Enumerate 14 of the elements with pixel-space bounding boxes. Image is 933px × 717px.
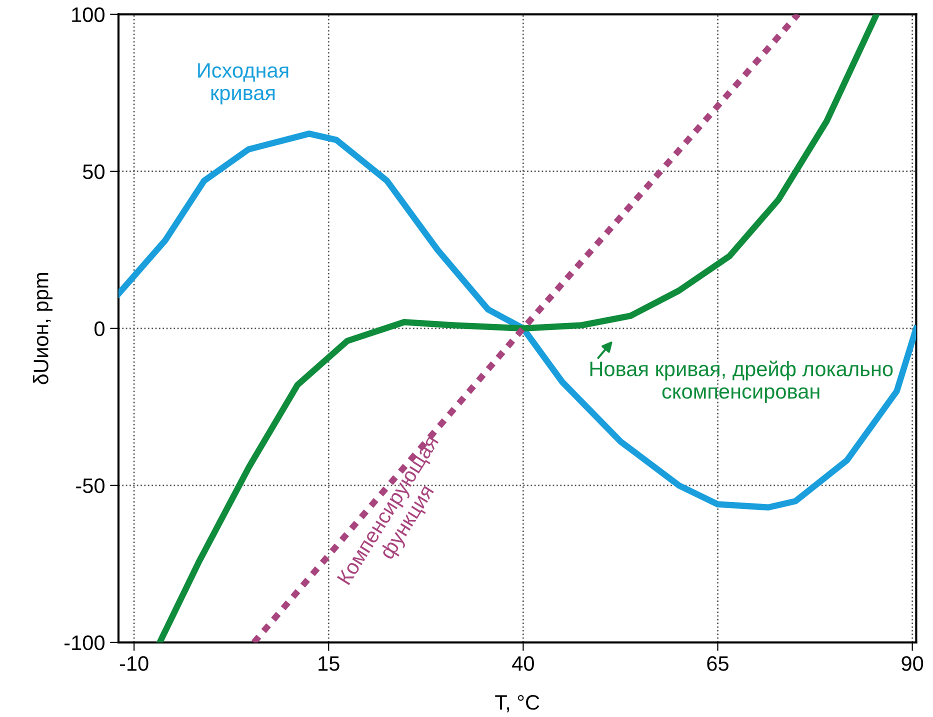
x-axis-title: T, °C xyxy=(495,695,540,712)
y-tick-label: -100 xyxy=(64,635,104,650)
x-tick-label: 15 xyxy=(318,656,340,671)
y-axis-title: δUион, ppm xyxy=(33,273,52,384)
y-tick-label: 0 xyxy=(94,321,104,336)
y-tick-label: 100 xyxy=(72,7,104,22)
legend-label: Новая кривая, дрейф локально скомпенсирован xyxy=(590,360,893,403)
x-tick-label: 90 xyxy=(902,656,924,671)
x-tick-label: 65 xyxy=(707,656,728,671)
x-tick-label: -10 xyxy=(120,656,148,671)
y-tick-label: 50 xyxy=(82,164,104,180)
x-tick-label: 40 xyxy=(512,656,534,671)
series-label: Исходная кривая xyxy=(198,63,288,104)
y-tick-label: -50 xyxy=(76,478,104,494)
